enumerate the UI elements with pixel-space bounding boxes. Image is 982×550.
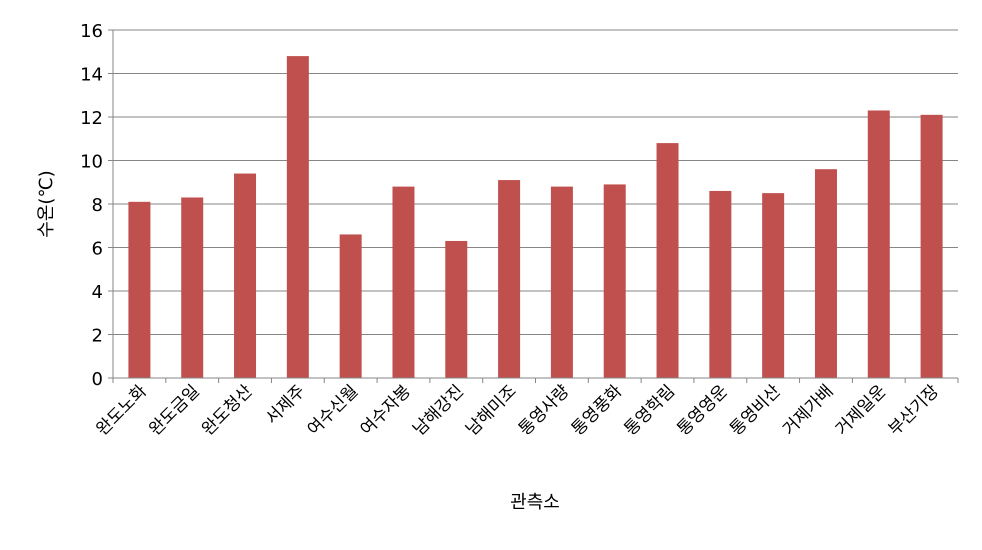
bar bbox=[867, 110, 890, 378]
x-tick-label: 여수자봉 bbox=[357, 381, 415, 439]
y-tick-label: 16 bbox=[80, 21, 103, 42]
bar bbox=[128, 201, 151, 378]
x-tick-label: 서제주 bbox=[262, 381, 309, 428]
bar bbox=[286, 56, 309, 378]
y-axis-label: 수온(℃) bbox=[36, 170, 57, 237]
y-tick-label: 10 bbox=[80, 152, 103, 173]
y-tick-label: 12 bbox=[80, 108, 103, 129]
x-tick-label: 통영영운 bbox=[673, 381, 731, 439]
bar bbox=[762, 193, 785, 378]
bar bbox=[234, 173, 257, 378]
bar bbox=[814, 169, 837, 378]
x-tick-label: 남해강진 bbox=[409, 381, 467, 439]
x-tick-label: 거제가배 bbox=[779, 381, 837, 439]
bar bbox=[550, 186, 573, 378]
x-tick-label: 완도청산 bbox=[198, 381, 257, 440]
x-tick-label: 남해미조 bbox=[462, 381, 520, 439]
bar bbox=[920, 114, 943, 378]
x-tick-label: 통영학림 bbox=[621, 381, 679, 439]
y-tick-label: 14 bbox=[80, 65, 103, 86]
bar bbox=[181, 197, 204, 378]
bars bbox=[128, 56, 943, 378]
x-axis-label: 관측소 bbox=[510, 492, 560, 513]
y-tick-label: 8 bbox=[92, 195, 103, 216]
y-tick-label: 4 bbox=[92, 282, 103, 303]
y-tick-label: 0 bbox=[92, 369, 103, 390]
y-tick-label: 2 bbox=[92, 326, 103, 347]
x-tick-label: 부산기장 bbox=[885, 381, 944, 440]
x-tick-label: 거제일운 bbox=[832, 381, 890, 439]
bar bbox=[339, 234, 362, 378]
x-tick-label: 통영비산 bbox=[726, 381, 785, 440]
bar bbox=[445, 240, 468, 378]
bar bbox=[603, 184, 626, 378]
bar bbox=[656, 143, 679, 378]
bar bbox=[392, 186, 415, 378]
x-tick-label: 통영사량 bbox=[515, 381, 574, 440]
bar bbox=[709, 190, 732, 378]
y-axis-ticks: 0 2 4 6 8 10 12 14 16 bbox=[80, 21, 113, 390]
x-tick-label: 완도금일 bbox=[145, 381, 203, 439]
bar bbox=[498, 180, 521, 378]
x-tick-label: 여수신월 bbox=[304, 381, 362, 439]
x-tick-label: 통영풍화 bbox=[568, 381, 627, 440]
y-tick-label: 6 bbox=[92, 239, 103, 260]
